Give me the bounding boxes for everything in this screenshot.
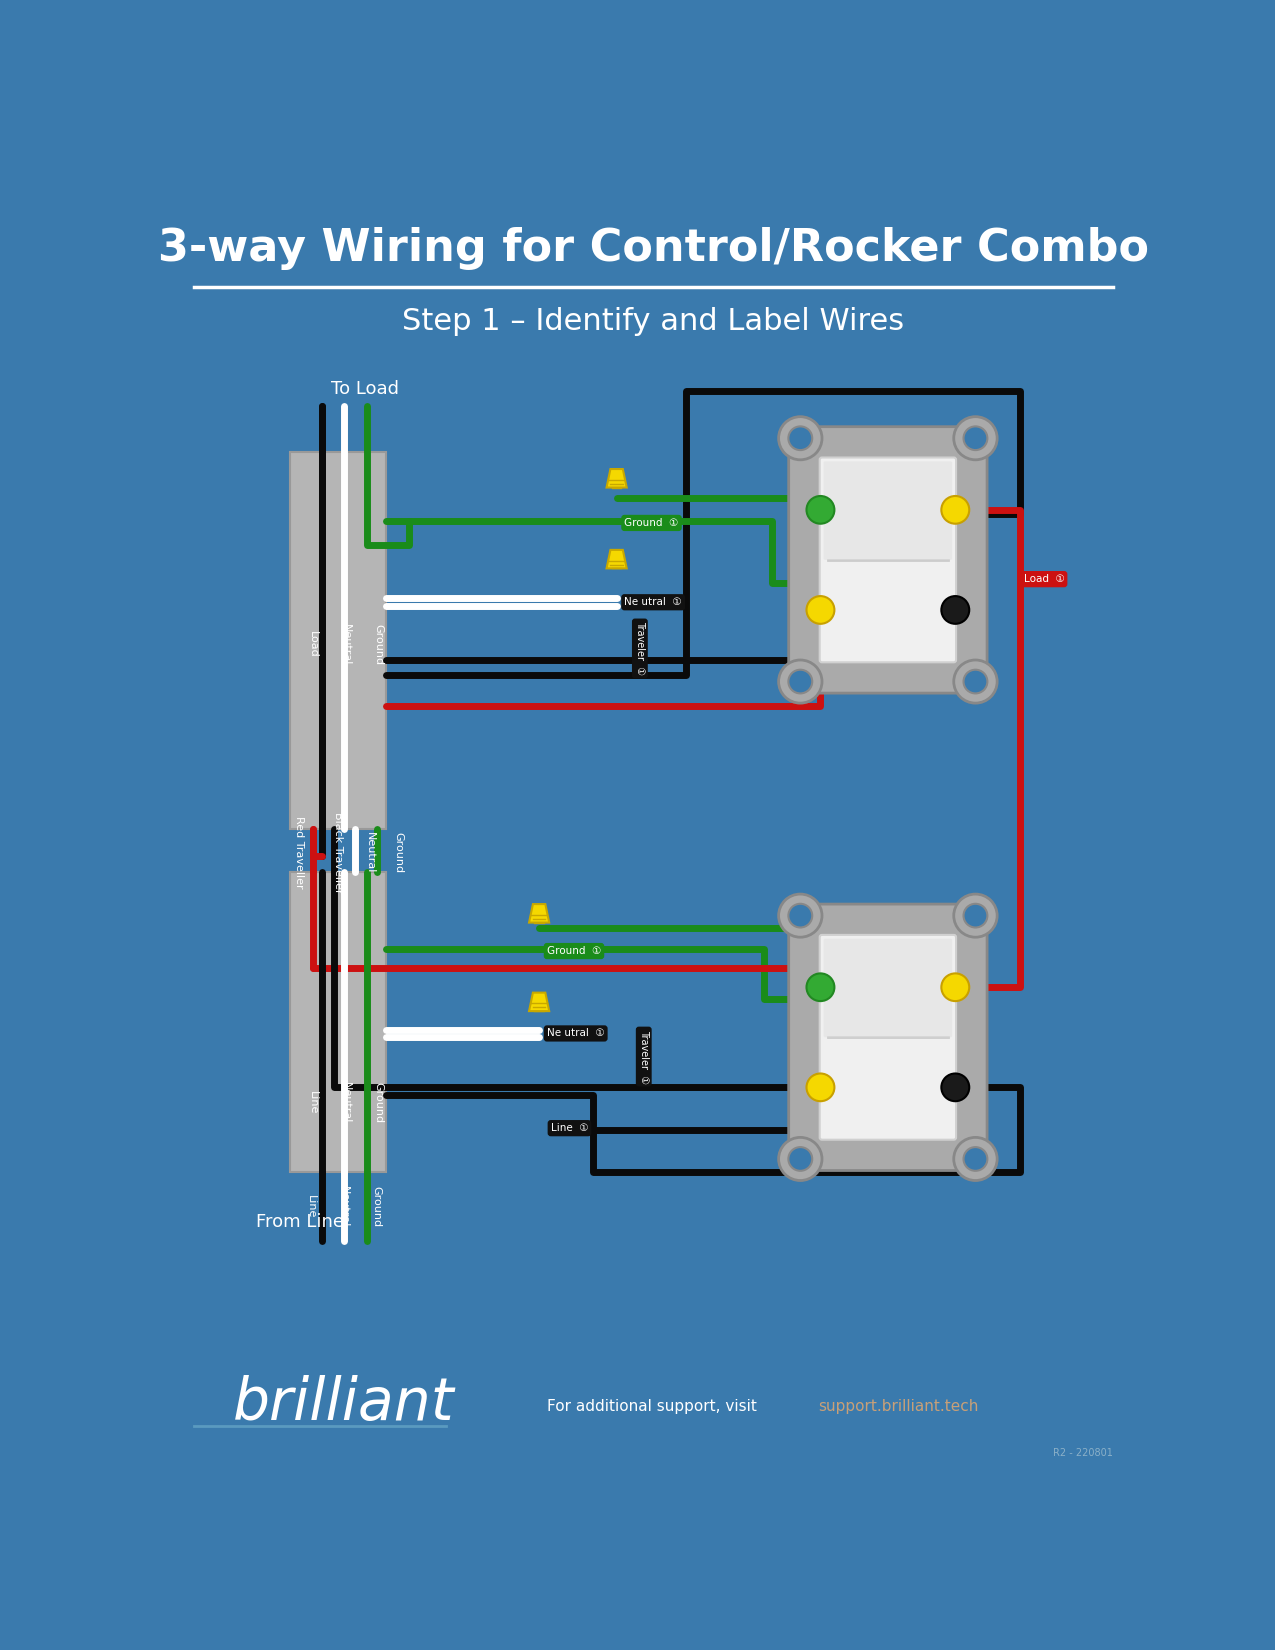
FancyBboxPatch shape [789,427,987,693]
Text: Load  ①: Load ① [1024,574,1065,584]
Circle shape [807,497,834,523]
Circle shape [954,894,997,937]
Text: Ne utral  ①: Ne utral ① [625,597,682,607]
Circle shape [779,660,822,703]
Text: brilliant: brilliant [233,1374,455,1432]
Text: Traveler  ①: Traveler ① [635,622,645,675]
FancyBboxPatch shape [289,452,385,830]
Circle shape [807,974,834,1002]
Text: Traveler  ①: Traveler ① [639,1030,649,1084]
Polygon shape [607,549,627,568]
Text: Line: Line [306,1195,315,1218]
Text: Ground: Ground [374,1082,384,1124]
FancyBboxPatch shape [789,904,987,1170]
Circle shape [779,1137,822,1180]
Circle shape [807,1074,834,1101]
Circle shape [954,1137,997,1180]
Text: Step 1 – Identify and Label Wires: Step 1 – Identify and Label Wires [402,307,904,335]
Text: Neutral: Neutral [340,624,351,665]
Text: Line: Line [307,1091,317,1114]
Polygon shape [529,993,550,1011]
FancyBboxPatch shape [289,871,385,1172]
Circle shape [954,660,997,703]
Circle shape [779,894,822,937]
Circle shape [964,904,987,927]
Text: Ground  ①: Ground ① [625,518,678,528]
Text: Ground: Ground [374,624,384,665]
Polygon shape [529,904,550,922]
Circle shape [779,417,822,460]
Text: Ground  ①: Ground ① [547,945,601,955]
Circle shape [788,1147,812,1172]
Circle shape [964,670,987,693]
Text: For additional support, visit: For additional support, visit [547,1399,761,1414]
Text: R2 - 220801: R2 - 220801 [1053,1449,1113,1459]
Circle shape [941,974,969,1002]
Text: support.brilliant.tech: support.brilliant.tech [819,1399,978,1414]
Circle shape [964,426,987,450]
Text: Neutral: Neutral [339,1186,349,1228]
Text: Ground: Ground [394,832,404,873]
Text: Ground: Ground [371,1186,381,1228]
Text: To Load: To Load [332,380,399,398]
Text: Neutral: Neutral [340,1082,351,1124]
FancyBboxPatch shape [824,939,952,1038]
Circle shape [941,596,969,624]
Circle shape [964,1147,987,1172]
Circle shape [788,670,812,693]
Text: Load: Load [307,632,317,658]
Text: Line  ①: Line ① [551,1124,588,1134]
Circle shape [807,596,834,624]
Circle shape [954,417,997,460]
Text: Neutral: Neutral [365,832,375,873]
Circle shape [941,497,969,523]
Text: Ne utral  ①: Ne utral ① [547,1028,604,1038]
Text: Red Traveller: Red Traveller [293,817,303,889]
Circle shape [788,904,812,927]
FancyBboxPatch shape [820,457,956,662]
Circle shape [788,426,812,450]
Circle shape [941,1074,969,1101]
Polygon shape [607,469,627,487]
FancyBboxPatch shape [820,936,956,1140]
FancyBboxPatch shape [824,462,952,559]
Text: 3-way Wiring for Control/Rocker Combo: 3-way Wiring for Control/Rocker Combo [158,226,1149,269]
Text: From Line: From Line [256,1213,344,1231]
Text: Black Traveller: Black Traveller [333,812,343,893]
